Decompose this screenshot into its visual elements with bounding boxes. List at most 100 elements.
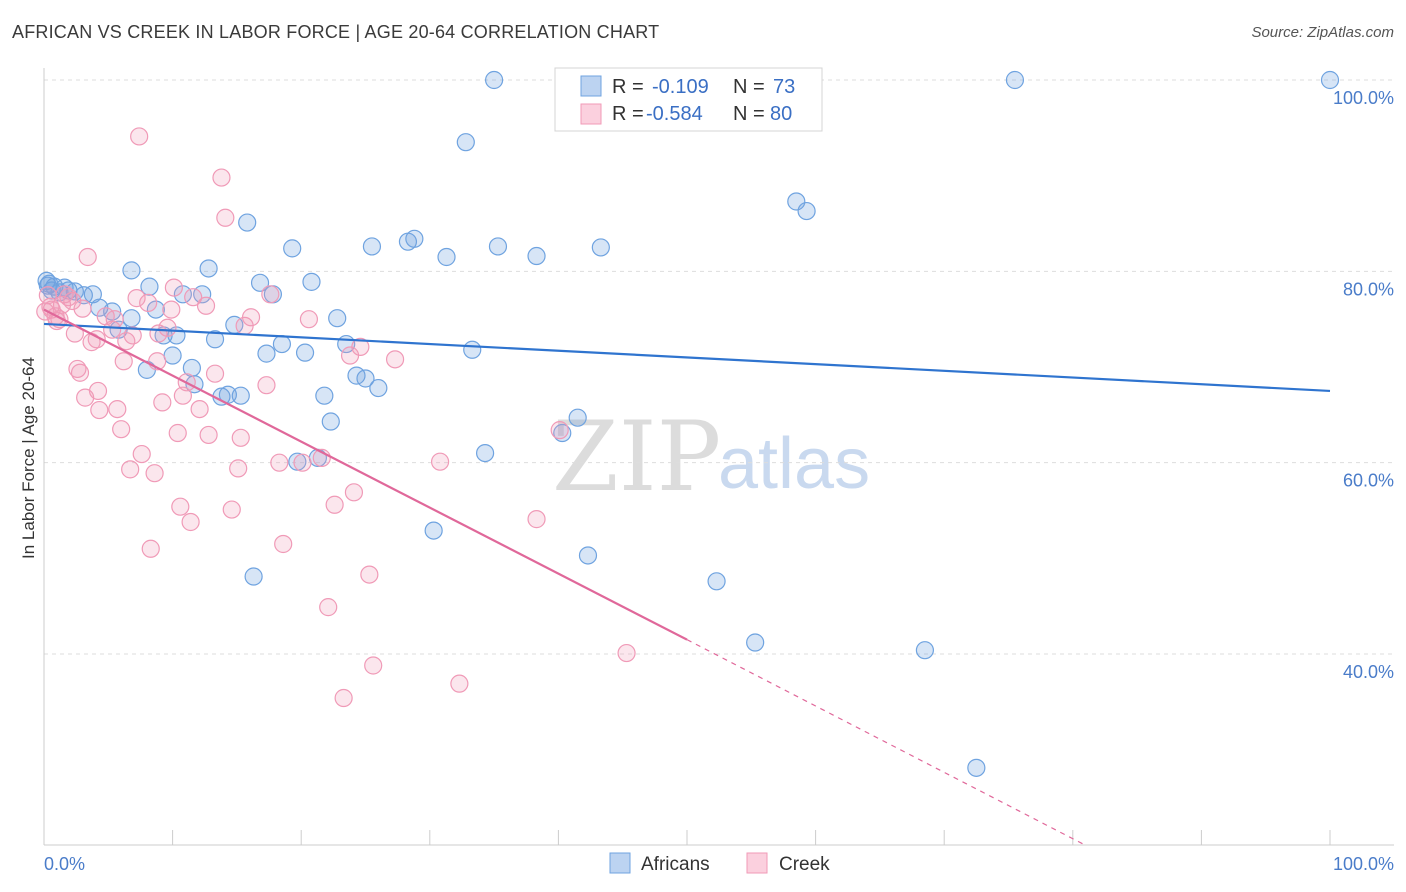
creek-point [114,352,133,371]
africans-point [362,237,382,256]
creek-point [617,643,636,663]
africans-point [475,444,495,463]
creek-point [319,598,338,617]
creek-point [139,293,158,313]
africans-point [356,369,375,388]
legend-r-label-africans: R = [612,76,644,98]
africans-point [238,213,257,232]
creek-point [164,278,183,297]
series-legend: Africans Creek [609,852,830,875]
creek-point [121,460,140,479]
legend-r-value-africans: -0.109 [652,76,709,98]
legend-swatch-africans [580,75,602,97]
creek-point [78,247,97,267]
africans-point [405,229,424,248]
creek-point [181,512,200,532]
africans-point [797,201,816,221]
creek-trend-line [43,308,688,641]
africans-point [485,70,504,90]
y-tick-label: 80.0% [1343,279,1394,299]
africans-point [915,641,935,660]
africans-point [283,239,302,258]
africans-point [321,412,340,431]
source-label: Source: ZipAtlas.com [1251,24,1394,41]
africans-point [163,346,182,365]
creek-point [293,453,312,472]
creek-point [130,127,149,146]
gridlines [44,79,1394,655]
africans-point [1005,70,1025,90]
creek-point [112,420,131,439]
africans-point [578,546,598,565]
creek-point [351,337,370,357]
creek-points [36,127,636,708]
africans-point [173,285,192,304]
creek-point [52,295,72,314]
legend-n-value-africans: 73 [773,76,795,98]
y-tick-labels: 40.0% 60.0% 80.0% 100.0% [1333,88,1394,682]
creek-point [270,453,289,472]
creek-point [527,510,546,529]
africans-point [488,237,508,256]
y-tick-label: 40.0% [1343,662,1394,682]
creek-point [158,318,177,337]
africans-point [424,521,443,540]
legend-swatch-creek [580,103,602,125]
africans-point [295,343,315,362]
correlation-legend: R = -0.109 N = 73 R = -0.584 N = 80 [554,67,823,132]
africans-point [463,340,482,359]
creek-point [162,300,181,319]
africans-point [122,261,141,280]
creek-point [190,399,209,419]
africans-point [568,408,587,427]
africans-point [205,330,225,349]
africans-point [122,309,141,328]
africans-point [272,334,292,354]
legend-r-label-creek: R = [612,103,644,125]
africans-point [315,386,334,405]
creek-point [334,688,353,708]
legend-n-label-creek: N = [733,103,765,125]
creek-point [88,381,108,401]
creek-point [199,425,218,445]
creek-point [132,444,151,464]
africans-point [1320,70,1340,90]
creek-point [145,464,164,483]
africans-point [967,758,986,777]
creek-point [184,288,203,307]
creek-point [127,289,146,308]
legend-n-value-creek: 80 [770,103,792,125]
bottom-legend-swatch-creek [746,852,768,874]
africans-point [746,633,765,652]
creek-point [325,495,344,514]
creek-point [274,534,293,554]
creek-point [196,296,216,315]
africans-point [302,272,321,291]
creek-point [63,291,82,311]
africans-point [40,274,59,293]
africans-trend-line [43,322,1331,393]
x-tick-labels: 0.0% 100.0% [44,854,1394,874]
trend-lines [43,308,1331,846]
creek-point [550,421,569,440]
africans-point [707,572,726,591]
creek-point [241,308,261,327]
chart-title: AFRICAN VS CREEK IN LABOR FORCE | AGE 20… [12,22,660,42]
legend-n-label-africans: N = [733,76,765,98]
x-tick-label: 0.0% [44,854,85,874]
creek-point [299,310,319,329]
creek-point [90,400,109,420]
creek-point [105,310,124,329]
africans-point [140,277,159,296]
y-tick-label: 100.0% [1333,88,1394,108]
x-tick-label: 100.0% [1333,854,1394,874]
creek-point [171,497,190,516]
creek-point [153,393,172,412]
africans-point [328,309,347,328]
x-tick-marks [43,830,1331,845]
africans-point [257,344,276,363]
africans-point [456,133,475,152]
y-tick-label: 60.0% [1343,471,1394,491]
africans-point [231,386,250,405]
